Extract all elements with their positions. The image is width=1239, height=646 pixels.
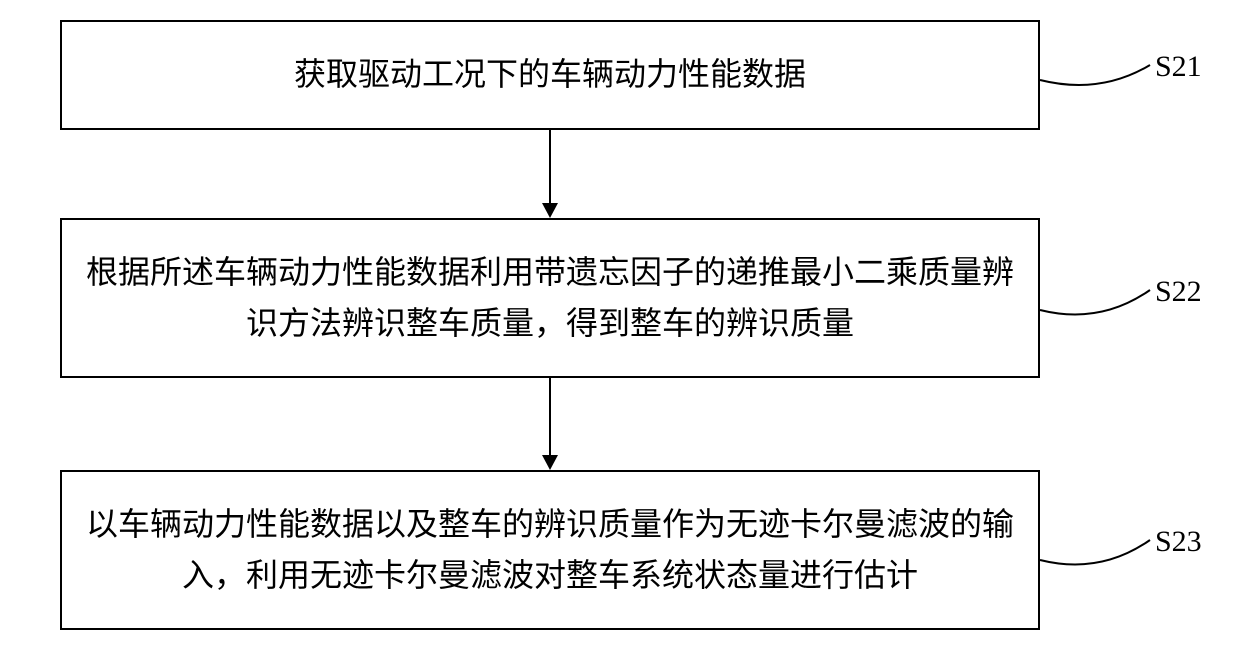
box-text-s22: 根据所述车辆动力性能数据利用带遗忘因子的递推最小二乘质量辨识方法辨识整车质量，得… <box>82 247 1018 349</box>
side-label-s21: S21 <box>1155 50 1202 84</box>
flowchart-box-s22: 根据所述车辆动力性能数据利用带遗忘因子的递推最小二乘质量辨识方法辨识整车质量，得… <box>60 218 1040 378</box>
connector-line-2 <box>549 378 551 455</box>
connector-line-1 <box>549 130 551 203</box>
connector-arrow-2 <box>542 455 558 470</box>
flowchart-container: 获取驱动工况下的车辆动力性能数据 根据所述车辆动力性能数据利用带遗忘因子的递推最… <box>0 0 1239 646</box>
flowchart-box-s21: 获取驱动工况下的车辆动力性能数据 <box>60 20 1040 130</box>
connector-arrow-1 <box>542 203 558 218</box>
box-text-s23: 以车辆动力性能数据以及整车的辨识质量作为无迹卡尔曼滤波的输入，利用无迹卡尔曼滤波… <box>82 499 1018 601</box>
box-text-s21: 获取驱动工况下的车辆动力性能数据 <box>294 49 806 100</box>
side-label-s23: S23 <box>1155 525 1202 559</box>
flowchart-box-s23: 以车辆动力性能数据以及整车的辨识质量作为无迹卡尔曼滤波的输入，利用无迹卡尔曼滤波… <box>60 470 1040 630</box>
side-label-s22: S22 <box>1155 275 1202 309</box>
